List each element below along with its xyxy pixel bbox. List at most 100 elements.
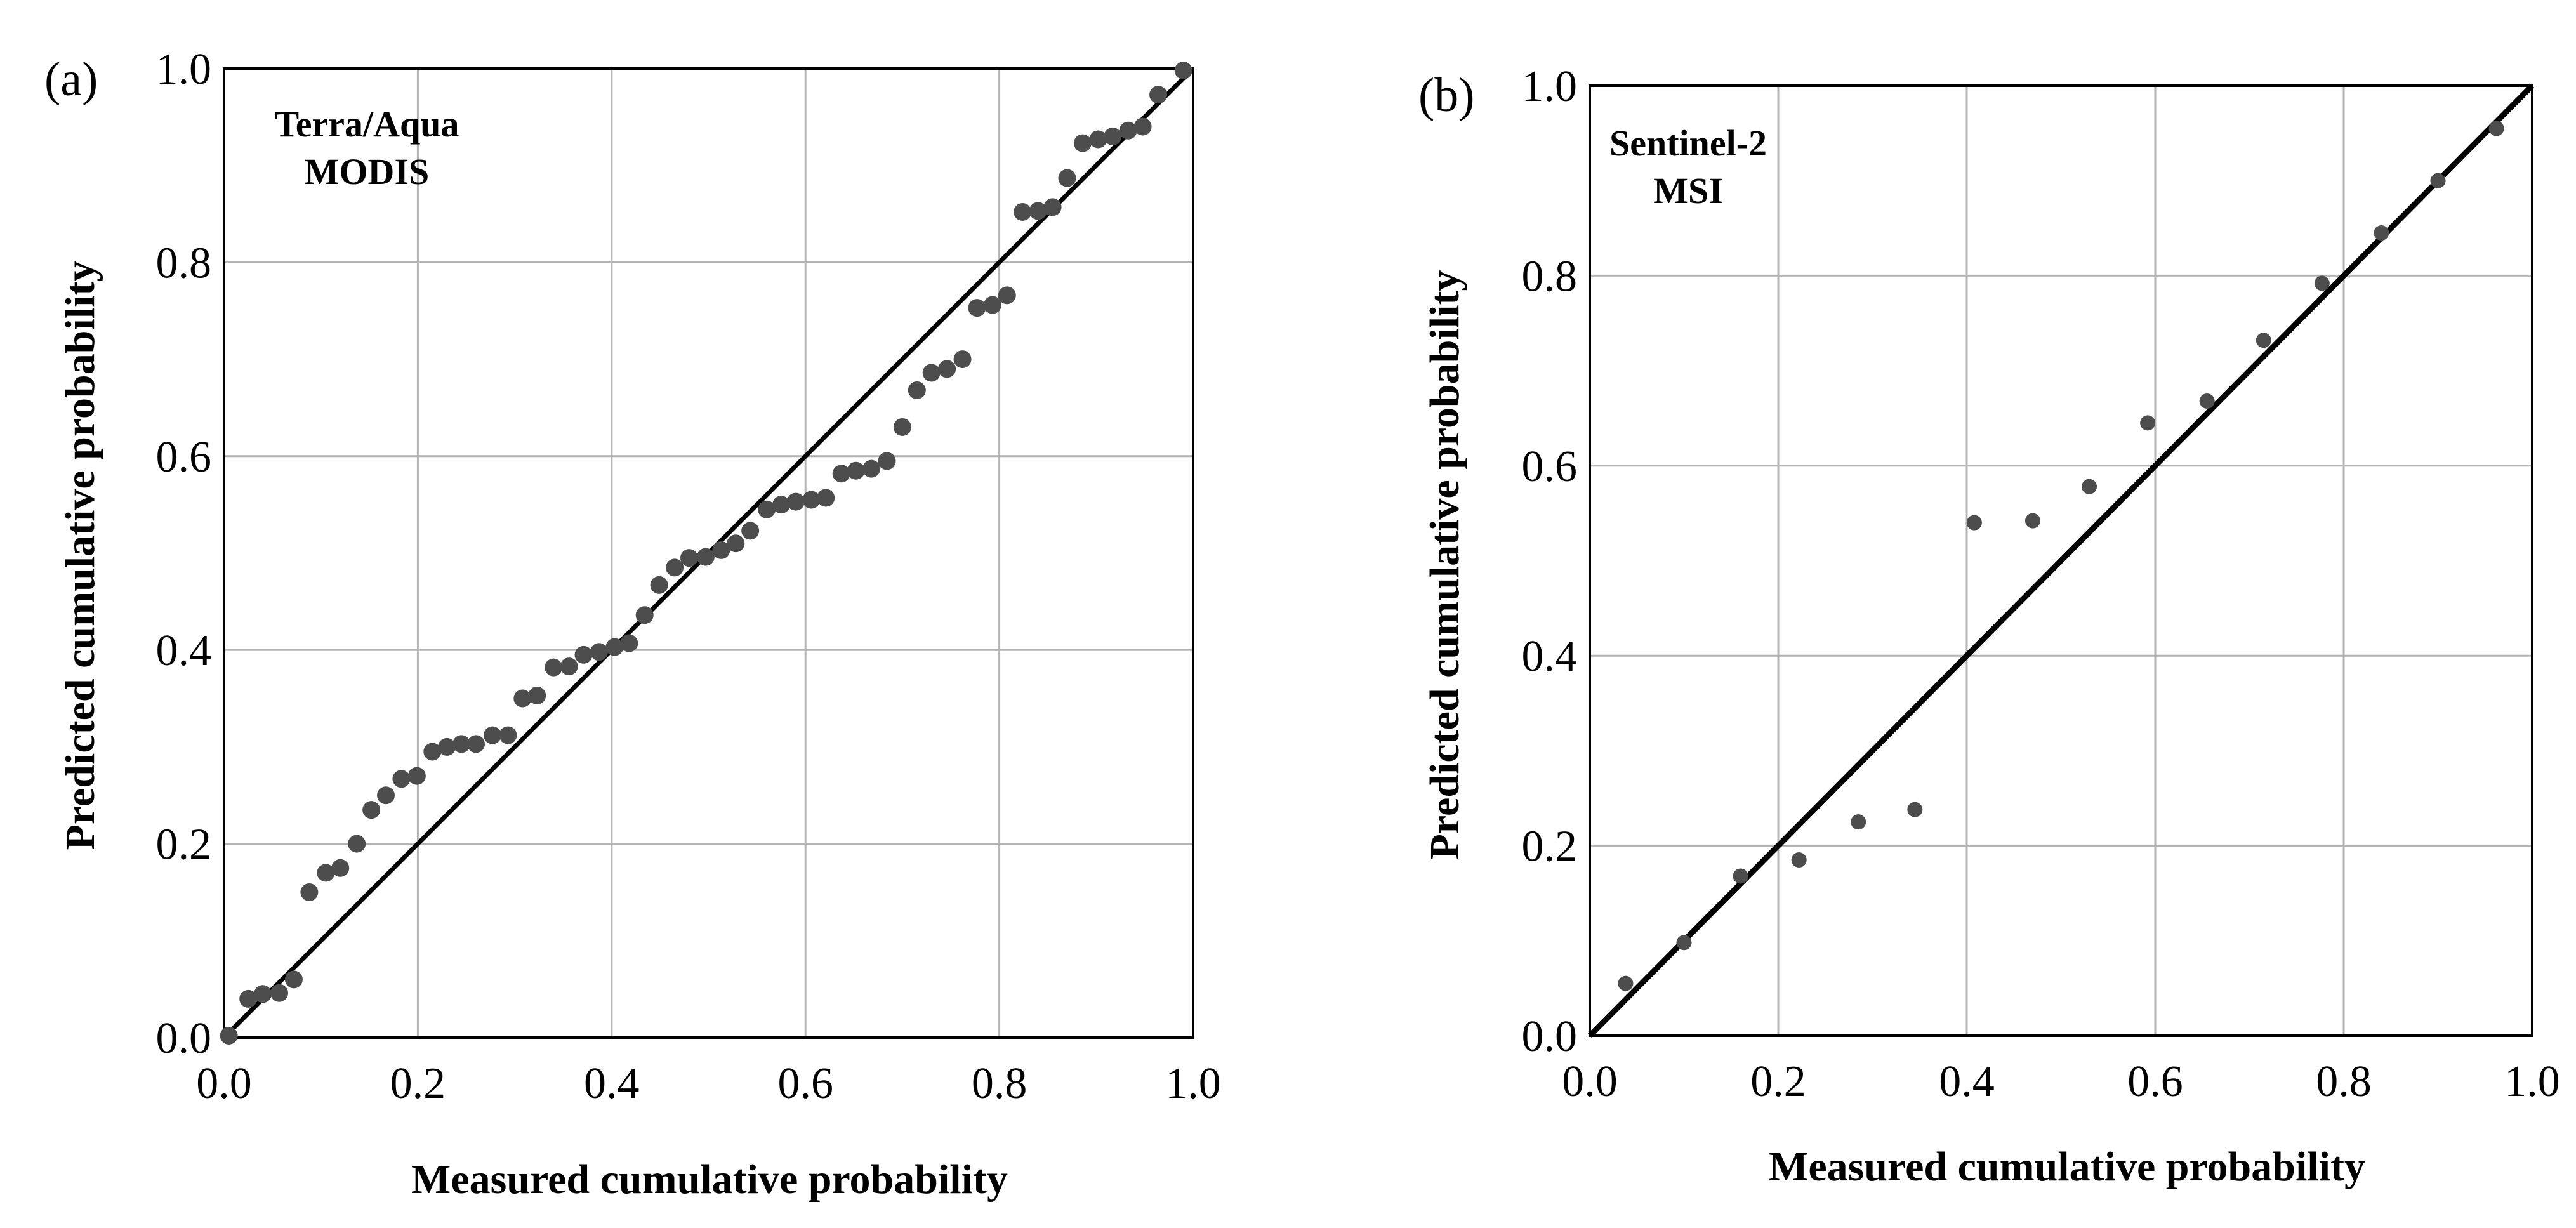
data-point <box>377 786 395 805</box>
data-point <box>680 549 698 567</box>
x-tick-label: 0.0 <box>196 1059 252 1108</box>
data-point <box>300 883 319 901</box>
data-point <box>545 658 563 677</box>
x-axis-title-a: Measured cumulative probability <box>411 1156 1008 1203</box>
data-point <box>802 491 821 509</box>
data-point <box>2082 479 2097 494</box>
data-point <box>832 465 850 483</box>
data-point <box>1966 515 1982 531</box>
data-point <box>1907 802 1923 817</box>
data-point <box>953 350 972 369</box>
data-point <box>1014 202 1032 221</box>
data-point <box>2140 415 2156 431</box>
x-tick-label: 1.0 <box>1165 1059 1221 1108</box>
y-tick-label: 0.0 <box>1522 1012 1578 1061</box>
data-point <box>968 299 986 317</box>
data-point <box>1149 86 1168 104</box>
y-axis-title-b: Predicted cumulative probability <box>1422 270 1468 860</box>
data-point <box>560 657 578 676</box>
data-point <box>1119 121 1137 140</box>
y-tick-label: 0.0 <box>156 1014 212 1063</box>
data-point <box>423 743 442 761</box>
grid-lines-a <box>224 69 1193 1038</box>
data-point <box>696 548 715 566</box>
x-tick-label: 0.6 <box>777 1059 833 1108</box>
data-point <box>392 770 411 788</box>
data-point <box>1174 62 1192 80</box>
data-point <box>362 801 381 819</box>
annotation-line2-b: MSI <box>1653 170 1723 211</box>
data-point <box>1133 117 1152 136</box>
data-point <box>908 381 926 399</box>
data-point <box>983 296 1001 314</box>
x-tick-label: 0.4 <box>584 1059 640 1108</box>
data-points-b <box>1618 121 2504 991</box>
x-tick-label: 0.0 <box>1562 1057 1618 1106</box>
data-point <box>938 360 956 378</box>
data-point <box>741 522 760 540</box>
y-tick-label: 1.0 <box>156 45 212 94</box>
y-tick-label: 0.6 <box>156 433 212 482</box>
data-point <box>862 459 881 478</box>
data-point <box>2430 173 2446 188</box>
data-point <box>605 638 624 656</box>
y-tick-label: 0.4 <box>156 626 212 675</box>
x-tick-label: 0.6 <box>2127 1057 2183 1106</box>
annotation-line2-a: MODIS <box>305 151 430 192</box>
grid-lines-b <box>1590 86 2532 1036</box>
data-point <box>1676 935 1692 951</box>
x-tick-label: 0.8 <box>2316 1057 2372 1106</box>
chart-panel-a: 0.0 0.2 0.4 0.6 0.8 1.0 0.0 0.2 0.4 0.6 0.8 1.0 (a… <box>44 45 1221 1203</box>
data-point <box>270 984 289 1002</box>
data-point <box>2256 333 2271 348</box>
data-point <box>772 496 791 514</box>
x-tick-label: 0.2 <box>1750 1057 1806 1106</box>
data-point <box>1851 814 1866 830</box>
plot-frame-b <box>1589 84 2533 1037</box>
y-tick-label: 0.8 <box>1522 252 1578 301</box>
data-point <box>317 864 335 882</box>
plot-frame-a <box>223 67 1194 1039</box>
x-tick-labels-a: 0.0 0.2 0.4 0.6 0.8 1.0 <box>196 1059 1221 1108</box>
data-point <box>1029 202 1047 220</box>
data-point <box>574 645 593 664</box>
panel-label-a: (a) <box>44 53 98 106</box>
data-point <box>452 735 471 753</box>
x-tick-labels-b: 0.0 0.2 0.4 0.6 0.8 1.0 <box>1562 1057 2560 1106</box>
y-tick-label: 1.0 <box>1522 62 1578 111</box>
reference-line-b <box>1587 83 2535 1038</box>
data-point <box>467 735 485 753</box>
data-point <box>1791 852 1807 868</box>
data-point <box>758 500 776 518</box>
data-point <box>499 726 517 744</box>
x-axis-title-b: Measured cumulative probability <box>1769 1144 2365 1190</box>
data-point <box>2488 121 2504 136</box>
y-tick-label: 0.6 <box>1522 442 1578 491</box>
y-axis-title-a: Predicted cumulative probability <box>57 261 103 850</box>
data-point <box>513 689 532 708</box>
data-point <box>1073 134 1092 152</box>
data-point <box>239 989 258 1008</box>
panel-label-b: (b) <box>1418 69 1475 122</box>
y-tick-label: 0.2 <box>1522 822 1578 871</box>
y-tick-label: 0.4 <box>1522 632 1578 681</box>
data-points-a <box>220 62 1192 1045</box>
data-point <box>2199 393 2215 409</box>
data-point <box>528 686 546 704</box>
data-point <box>483 726 501 744</box>
data-point <box>620 634 638 652</box>
data-point <box>2024 513 2040 529</box>
data-point <box>1733 868 1748 884</box>
data-point <box>284 970 303 989</box>
data-point <box>922 364 941 382</box>
annotation-line1-a: Terra/Aqua <box>274 103 459 145</box>
data-point <box>1089 130 1107 149</box>
data-point <box>1618 975 1634 991</box>
x-tick-label: 0.2 <box>390 1059 446 1108</box>
y-tick-label: 0.2 <box>156 821 212 869</box>
data-point <box>817 489 835 507</box>
data-point <box>727 534 745 553</box>
data-point <box>712 541 730 559</box>
data-point <box>650 576 668 594</box>
